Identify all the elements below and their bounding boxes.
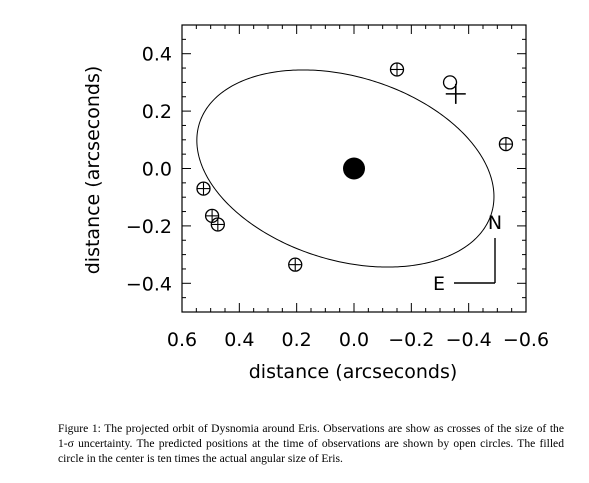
orbit-chart: 0.6 0.4 0.2 0.0 −0.2 −0.4 −0.6 0.4 0.2 0.0 −0.2 −0.… — [82, 24, 549, 383]
y-tick-label: 0.0 — [142, 159, 172, 181]
x-tick-label: 0.6 — [167, 329, 197, 351]
predicted-position-circle — [196, 181, 211, 196]
predicted-position-circle — [442, 75, 458, 90]
x-tick-label: −0.6 — [503, 329, 549, 351]
y-tick-label: −0.4 — [126, 273, 172, 295]
eris-filled-circle — [343, 157, 365, 180]
compass-east-label: E — [433, 273, 445, 295]
y-tick-label: 0.2 — [142, 101, 172, 123]
observation-cross — [289, 258, 302, 271]
y-tick-label: −0.2 — [126, 216, 172, 238]
orbit-ellipse — [196, 69, 495, 268]
observation-cross — [445, 83, 466, 104]
x-tick-label: 0.4 — [224, 329, 254, 351]
observation-cross — [211, 218, 224, 231]
observation-cross — [391, 63, 403, 76]
observation-marks — [196, 62, 514, 272]
compass-north-label: N — [488, 212, 502, 234]
tick-labels: 0.6 0.4 0.2 0.0 −0.2 −0.4 −0.6 0.4 0.2 0.0 −0.2 −0.… — [126, 44, 549, 351]
x-tick-label: 0.0 — [339, 329, 369, 351]
predicted-position-circle — [389, 62, 405, 77]
predicted-position-circle — [288, 257, 303, 272]
x-tick-label: 0.2 — [282, 329, 312, 351]
x-tick-label: −0.2 — [388, 329, 434, 351]
predicted-position-circle — [210, 217, 225, 232]
x-axis-title: distance (arcseconds) — [249, 361, 458, 383]
compass: N E — [433, 212, 502, 295]
figure-caption: Figure 1: The projected orbit of Dysnomi… — [58, 422, 564, 465]
y-tick-label: 0.4 — [142, 44, 172, 66]
observation-cross — [197, 182, 210, 195]
observation-cross — [499, 138, 512, 151]
tick-marks — [181, 24, 527, 313]
observation-cross — [206, 209, 219, 222]
predicted-position-circle — [498, 136, 514, 152]
y-axis-title: distance (arcseconds) — [82, 66, 104, 275]
x-tick-label: −0.4 — [446, 329, 492, 351]
